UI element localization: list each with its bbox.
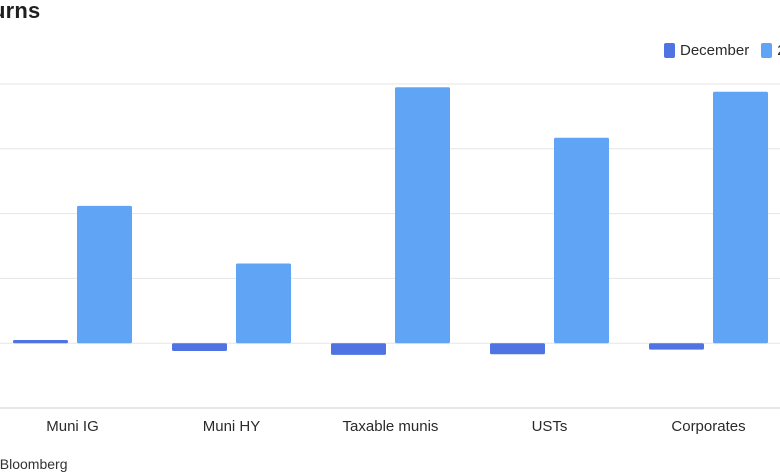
legend-label-december: December xyxy=(680,41,750,59)
bars xyxy=(13,87,768,355)
bar-second-series-4 xyxy=(713,91,768,344)
bar-december-1 xyxy=(172,343,227,351)
legend-item-second-series: 2 xyxy=(761,42,780,59)
bar-december-0 xyxy=(13,339,68,344)
bar-second-series-2 xyxy=(395,87,450,344)
bar-december-2 xyxy=(331,343,386,355)
bar-second-series-1 xyxy=(236,263,291,344)
x-tick-label: Corporates xyxy=(671,418,745,435)
bar-december-4 xyxy=(649,343,704,350)
legend-swatch-second-series xyxy=(761,42,773,58)
x-tick-label: Muni HY xyxy=(203,418,261,435)
bar-second-series-0 xyxy=(77,205,132,344)
x-tick-label: USTs xyxy=(532,418,568,435)
bar-second-series-3 xyxy=(554,137,609,344)
source-note: : Bloomberg xyxy=(0,456,68,472)
x-tick-labels: Muni IG Muni HY Taxable munis USTs Corporate… xyxy=(46,418,745,435)
legend-item-december: December xyxy=(664,42,749,59)
chart-title: urns xyxy=(0,0,41,23)
legend-swatch-december xyxy=(664,42,675,58)
bar-december-3 xyxy=(490,343,545,355)
legend-label-second-series: 2 xyxy=(777,42,780,59)
legend: December 2 xyxy=(664,40,780,60)
x-tick-label: Muni IG xyxy=(46,418,99,435)
x-tick-label: Taxable munis xyxy=(343,418,439,435)
